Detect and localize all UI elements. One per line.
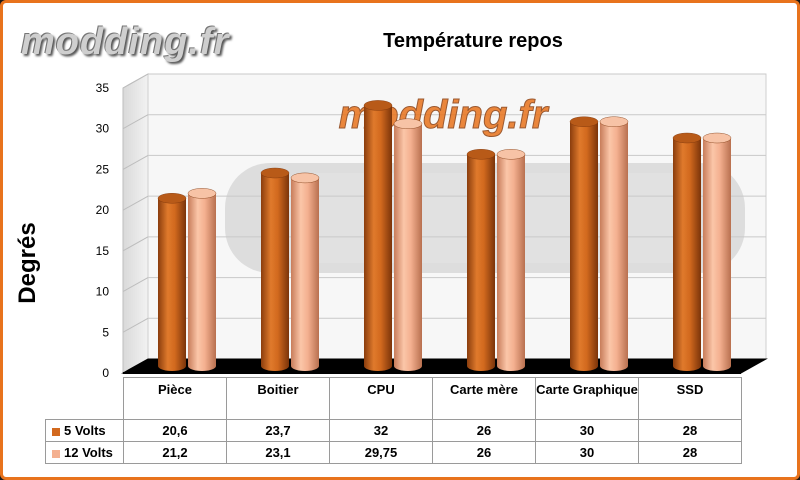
table-cell: 32 xyxy=(329,419,433,442)
bar-top xyxy=(187,188,217,199)
table-cell: 30 xyxy=(535,419,639,442)
y-tick-label: 10 xyxy=(96,285,110,299)
bar-cylinder xyxy=(570,121,598,371)
bar-top xyxy=(393,118,423,129)
bar-top xyxy=(290,172,320,184)
table-cell: 30 xyxy=(535,441,639,464)
gridline-side xyxy=(122,277,149,293)
y-tick-label: 35 xyxy=(96,81,110,95)
bar-cylinder xyxy=(364,105,392,371)
bar-top xyxy=(260,167,290,179)
bar-cylinder xyxy=(188,193,216,371)
y-tick-label: 15 xyxy=(96,244,110,258)
bar-top xyxy=(466,149,496,160)
gridline-side xyxy=(122,236,149,252)
table-cell: 23,7 xyxy=(226,419,330,442)
y-tick-label: 20 xyxy=(96,203,110,217)
legend-entry-5v: 5 Volts xyxy=(45,419,124,442)
bar-cylinder xyxy=(600,121,628,371)
bar-cylinder xyxy=(261,173,289,371)
legend-swatch xyxy=(52,449,60,458)
bar-top xyxy=(702,132,732,144)
chart-floor xyxy=(121,358,768,374)
category-label: Boitier xyxy=(226,377,330,420)
bar-top xyxy=(157,193,187,204)
gridline-side xyxy=(122,73,149,89)
y-tick-label: 30 xyxy=(96,122,110,136)
chart-title: Température repos xyxy=(383,30,563,52)
bar-cylinder xyxy=(158,198,186,371)
bar-cylinder xyxy=(291,177,319,371)
series-name: 5 Volts xyxy=(64,423,106,438)
y-tick-label: 0 xyxy=(102,366,109,380)
table-cell: 28 xyxy=(638,441,742,464)
table-cell: 29,75 xyxy=(329,441,433,464)
gridline-side xyxy=(122,195,149,211)
bar-cylinder xyxy=(394,123,422,371)
gridline-side xyxy=(122,114,149,130)
y-tick-label: 5 xyxy=(102,325,109,339)
bar-top xyxy=(569,116,599,127)
data-table: Pièce Boitier CPU Carte mère Carte Graph… xyxy=(45,377,742,464)
bar-top xyxy=(599,116,629,127)
legend-swatch xyxy=(52,427,60,436)
y-tick-label: 25 xyxy=(96,162,110,176)
table-cell: 20,6 xyxy=(123,419,227,442)
gridline-side xyxy=(122,154,149,170)
series-name: 12 Volts xyxy=(64,445,113,460)
category-label: Pièce xyxy=(123,377,227,420)
legend-entry-12v: 12 Volts xyxy=(45,441,124,464)
bar-top xyxy=(672,132,702,144)
bar-cylinder xyxy=(467,154,495,371)
category-label: CPU xyxy=(329,377,433,420)
bar-cylinder xyxy=(703,138,731,371)
bar-top xyxy=(363,100,393,111)
gridline-side xyxy=(122,317,149,333)
category-label: Carte mère xyxy=(432,377,536,420)
category-label: SSD xyxy=(638,377,742,420)
watermark-logo: modding.fr xyxy=(21,21,230,63)
table-cell: 26 xyxy=(432,441,536,464)
table-cell: 26 xyxy=(432,419,536,442)
table-cell: 23,1 xyxy=(226,441,330,464)
table-corner xyxy=(46,378,124,420)
bar-cylinder xyxy=(673,138,701,371)
y-axis-label: Degrés xyxy=(14,222,41,304)
bar-top xyxy=(496,149,526,160)
category-label: Carte Graphique xyxy=(535,377,639,420)
table-cell: 28 xyxy=(638,419,742,442)
side-wall xyxy=(122,73,149,374)
table-cell: 21,2 xyxy=(123,441,227,464)
bar-cylinder xyxy=(497,154,525,371)
